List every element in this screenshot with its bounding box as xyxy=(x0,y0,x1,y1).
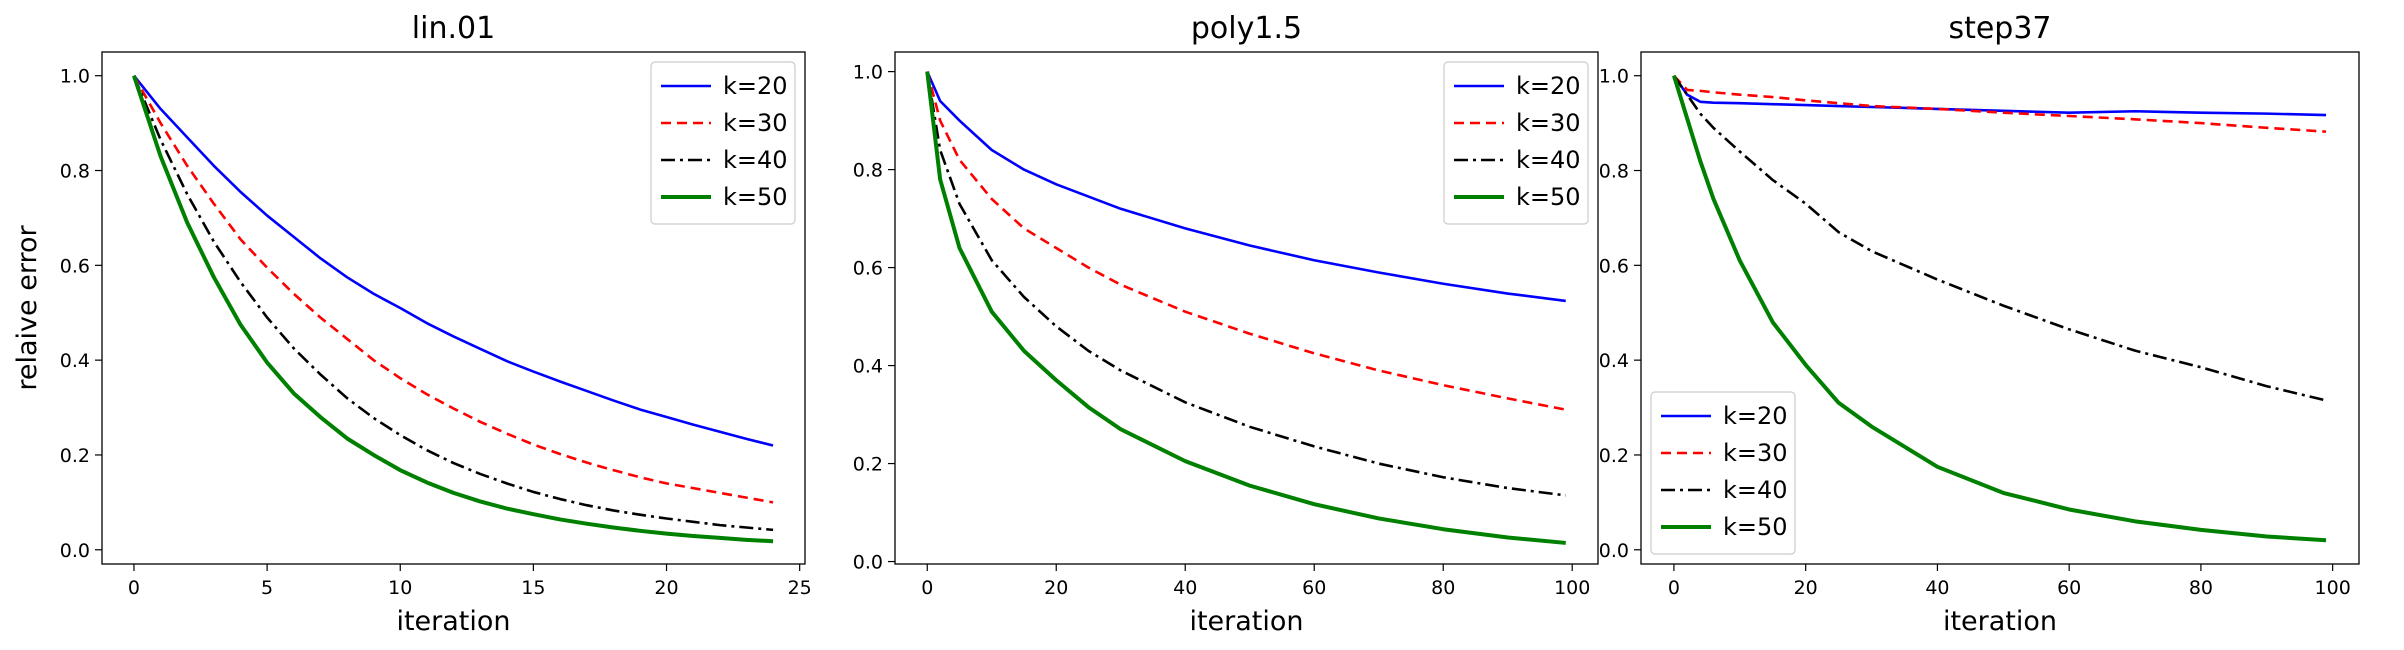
series-line-k=40 xyxy=(925,71,1566,497)
legend-box xyxy=(650,61,796,225)
series-line-k=40 xyxy=(132,75,774,532)
y-tick-label: 0.2 xyxy=(1599,445,1629,467)
y-tick-label: 0.0 xyxy=(60,540,90,562)
y-tick-label: 0.8 xyxy=(1599,161,1629,183)
legend-label: k=30 xyxy=(723,109,788,137)
plot-frame xyxy=(894,51,1599,565)
subplot-2: poly1.5 0 20 40 60 80 100 0.0 0.2 0.4 0.6 0.8 1.0 ite… xyxy=(853,11,1599,637)
series-group xyxy=(925,71,1566,545)
x-tick-label: 80 xyxy=(1431,577,1455,599)
series-line-k=30 xyxy=(132,75,774,504)
y-tick-label: 0.0 xyxy=(1599,540,1629,562)
y-tick-label: 1.0 xyxy=(60,66,90,88)
x-tick-label: 10 xyxy=(388,577,412,599)
subplot-1: lin.01 0 5 10 15 20 25 0.0 0.2 0.4 0.6 0.8 1.0 iterat… xyxy=(12,11,812,637)
y-tick-label: 0.2 xyxy=(60,445,90,467)
y-tick-label: 0.4 xyxy=(1599,350,1629,372)
x-tick-label: 40 xyxy=(1925,577,1949,599)
y-tick-label: 0.4 xyxy=(60,350,90,372)
series-line-k=50 xyxy=(132,75,774,544)
y-tick-label: 1.0 xyxy=(853,62,883,84)
x-tick-label: 20 xyxy=(654,577,678,599)
x-tick-label: 100 xyxy=(2315,577,2351,599)
subplot-3: step37 0 20 40 60 80 100 0.0 0.2 0.4 0.6 0.8 1.0 iter… xyxy=(1599,11,2360,637)
series-line-k=20 xyxy=(1672,74,2327,117)
y-tick-label: 1.0 xyxy=(1599,66,1629,88)
x-axis-label: iteration xyxy=(1943,606,2057,637)
plot-frame xyxy=(1640,51,2360,565)
series-line-k=40 xyxy=(1672,74,2327,402)
x-tick-label: 60 xyxy=(1302,577,1326,599)
y-tick-label: 0.8 xyxy=(853,160,883,182)
legend-label: k=20 xyxy=(1516,72,1581,100)
y-tick-label: 0.6 xyxy=(853,258,883,280)
legend-label: k=50 xyxy=(1516,183,1581,211)
legend-box xyxy=(1443,61,1589,225)
series-line-k=20 xyxy=(132,74,774,447)
subplot-title: lin.01 xyxy=(412,11,495,46)
y-tick-label: 0.4 xyxy=(853,356,883,378)
series-group xyxy=(1672,74,2327,543)
series-group xyxy=(132,74,774,544)
y-tick-label: 0.2 xyxy=(853,454,883,476)
y-axis-label: relaive error xyxy=(12,225,43,391)
plot-frame xyxy=(101,51,806,565)
x-tick-label: 40 xyxy=(1173,577,1197,599)
x-tick-label: 100 xyxy=(1554,577,1590,599)
x-tick-label: 60 xyxy=(2057,577,2081,599)
subplot-title: step37 xyxy=(1948,11,2051,46)
x-tick-label: 80 xyxy=(2189,577,2213,599)
x-tick-label: 0 xyxy=(1668,577,1680,599)
series-line-k=50 xyxy=(1672,75,2327,543)
legend-label: k=40 xyxy=(1516,146,1581,174)
legend: k=20 k=30 k=40 k=50 xyxy=(1650,391,1796,555)
y-tick-label: 0.0 xyxy=(853,552,883,574)
x-tick-label: 20 xyxy=(1794,577,1818,599)
x-tick-label: 0 xyxy=(128,577,140,599)
x-tick-label: 20 xyxy=(1044,577,1068,599)
x-axis-label: iteration xyxy=(396,606,510,637)
series-line-k=30 xyxy=(1672,74,2327,133)
legend-label: k=50 xyxy=(723,183,788,211)
y-tick-label: 0.6 xyxy=(1599,255,1629,277)
series-line-k=50 xyxy=(925,71,1566,545)
legend-label: k=40 xyxy=(1723,476,1788,504)
legend: k=20 k=30 k=40 k=50 xyxy=(1443,61,1589,225)
x-tick-label: 0 xyxy=(921,577,933,599)
x-tick-label: 15 xyxy=(521,577,545,599)
series-line-k=20 xyxy=(926,71,1566,303)
subplot-title: poly1.5 xyxy=(1191,11,1302,46)
x-tick-label: 5 xyxy=(261,577,273,599)
legend-label: k=30 xyxy=(1723,439,1788,467)
legend-label: k=50 xyxy=(1723,513,1788,541)
legend-box xyxy=(1650,391,1796,555)
legend-label: k=30 xyxy=(1516,109,1581,137)
y-tick-label: 0.6 xyxy=(60,255,90,277)
legend-label: k=40 xyxy=(723,146,788,174)
series-line-k=30 xyxy=(925,71,1566,411)
x-tick-label: 25 xyxy=(788,577,812,599)
y-tick-label: 0.8 xyxy=(60,161,90,183)
legend-label: k=20 xyxy=(1723,402,1788,430)
legend: k=20 k=30 k=40 k=50 xyxy=(650,61,796,225)
legend-label: k=20 xyxy=(723,72,788,100)
x-axis-label: iteration xyxy=(1189,606,1303,637)
